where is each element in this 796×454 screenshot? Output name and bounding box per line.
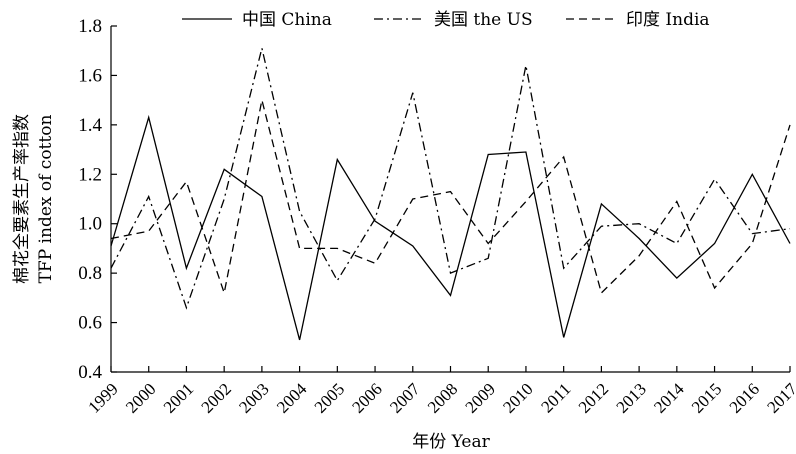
x-axis-title: 年份 Year (412, 432, 490, 452)
x-tick-label: 2007 (386, 379, 424, 417)
x-tick-label: 2013 (612, 379, 649, 416)
series-group (110, 48, 791, 341)
y-axis-title-english: TFP index of cotton (36, 115, 56, 284)
series-line-2 (110, 99, 791, 296)
x-tick-label: 2014 (650, 379, 688, 417)
x-tick-label: 2005 (311, 379, 348, 416)
y-tick-label: 1.2 (78, 164, 102, 185)
x-tick-label: 2017 (763, 379, 796, 417)
x-tick-label: 2012 (575, 379, 612, 416)
x-tick-label: 2000 (122, 379, 159, 416)
x-tick-label: 2006 (348, 379, 385, 416)
y-tick-label: 1.4 (78, 115, 102, 136)
x-tick-label: 1999 (84, 379, 121, 416)
x-tick-label: 2008 (424, 379, 461, 416)
y-tick-label: 1.6 (78, 65, 102, 86)
series-line-0 (110, 114, 791, 341)
y-tick-label: 1.8 (78, 16, 102, 37)
y-axis-title-chinese: 棉花全要素生产率指数 (12, 114, 32, 284)
legend: 中国 China 美国 the US 印度 India (182, 10, 710, 30)
y-tick-label: 1.0 (78, 214, 102, 235)
x-tick-label: 2011 (537, 379, 574, 416)
legend-label-1: 美国 the US (434, 10, 533, 30)
legend-label-0: 中国 China (242, 10, 332, 30)
x-tick-label: 2010 (499, 379, 536, 416)
x-tick-label: 2004 (273, 379, 311, 417)
y-tick-label: 0.4 (78, 362, 102, 383)
x-tick-label: 2009 (462, 379, 499, 416)
x-tick-label: 2001 (160, 379, 197, 416)
x-ticks: 1999 2000 2001 2002 2003 2004 2005 2006 2007 2008… (84, 366, 796, 417)
x-tick-label: 2003 (235, 379, 272, 416)
legend-label-2: 印度 India (626, 10, 710, 30)
x-tick-label: 2015 (688, 379, 725, 416)
y-tick-label: 0.8 (78, 263, 102, 284)
y-tick-label: 0.6 (78, 313, 102, 334)
x-tick-label: 2016 (726, 379, 763, 416)
x-tick-label: 2002 (198, 379, 235, 416)
y-ticks: 0.4 0.6 0.8 1.0 1.2 1.4 1.6 1.8 (78, 16, 117, 383)
series-line-1 (110, 48, 791, 310)
